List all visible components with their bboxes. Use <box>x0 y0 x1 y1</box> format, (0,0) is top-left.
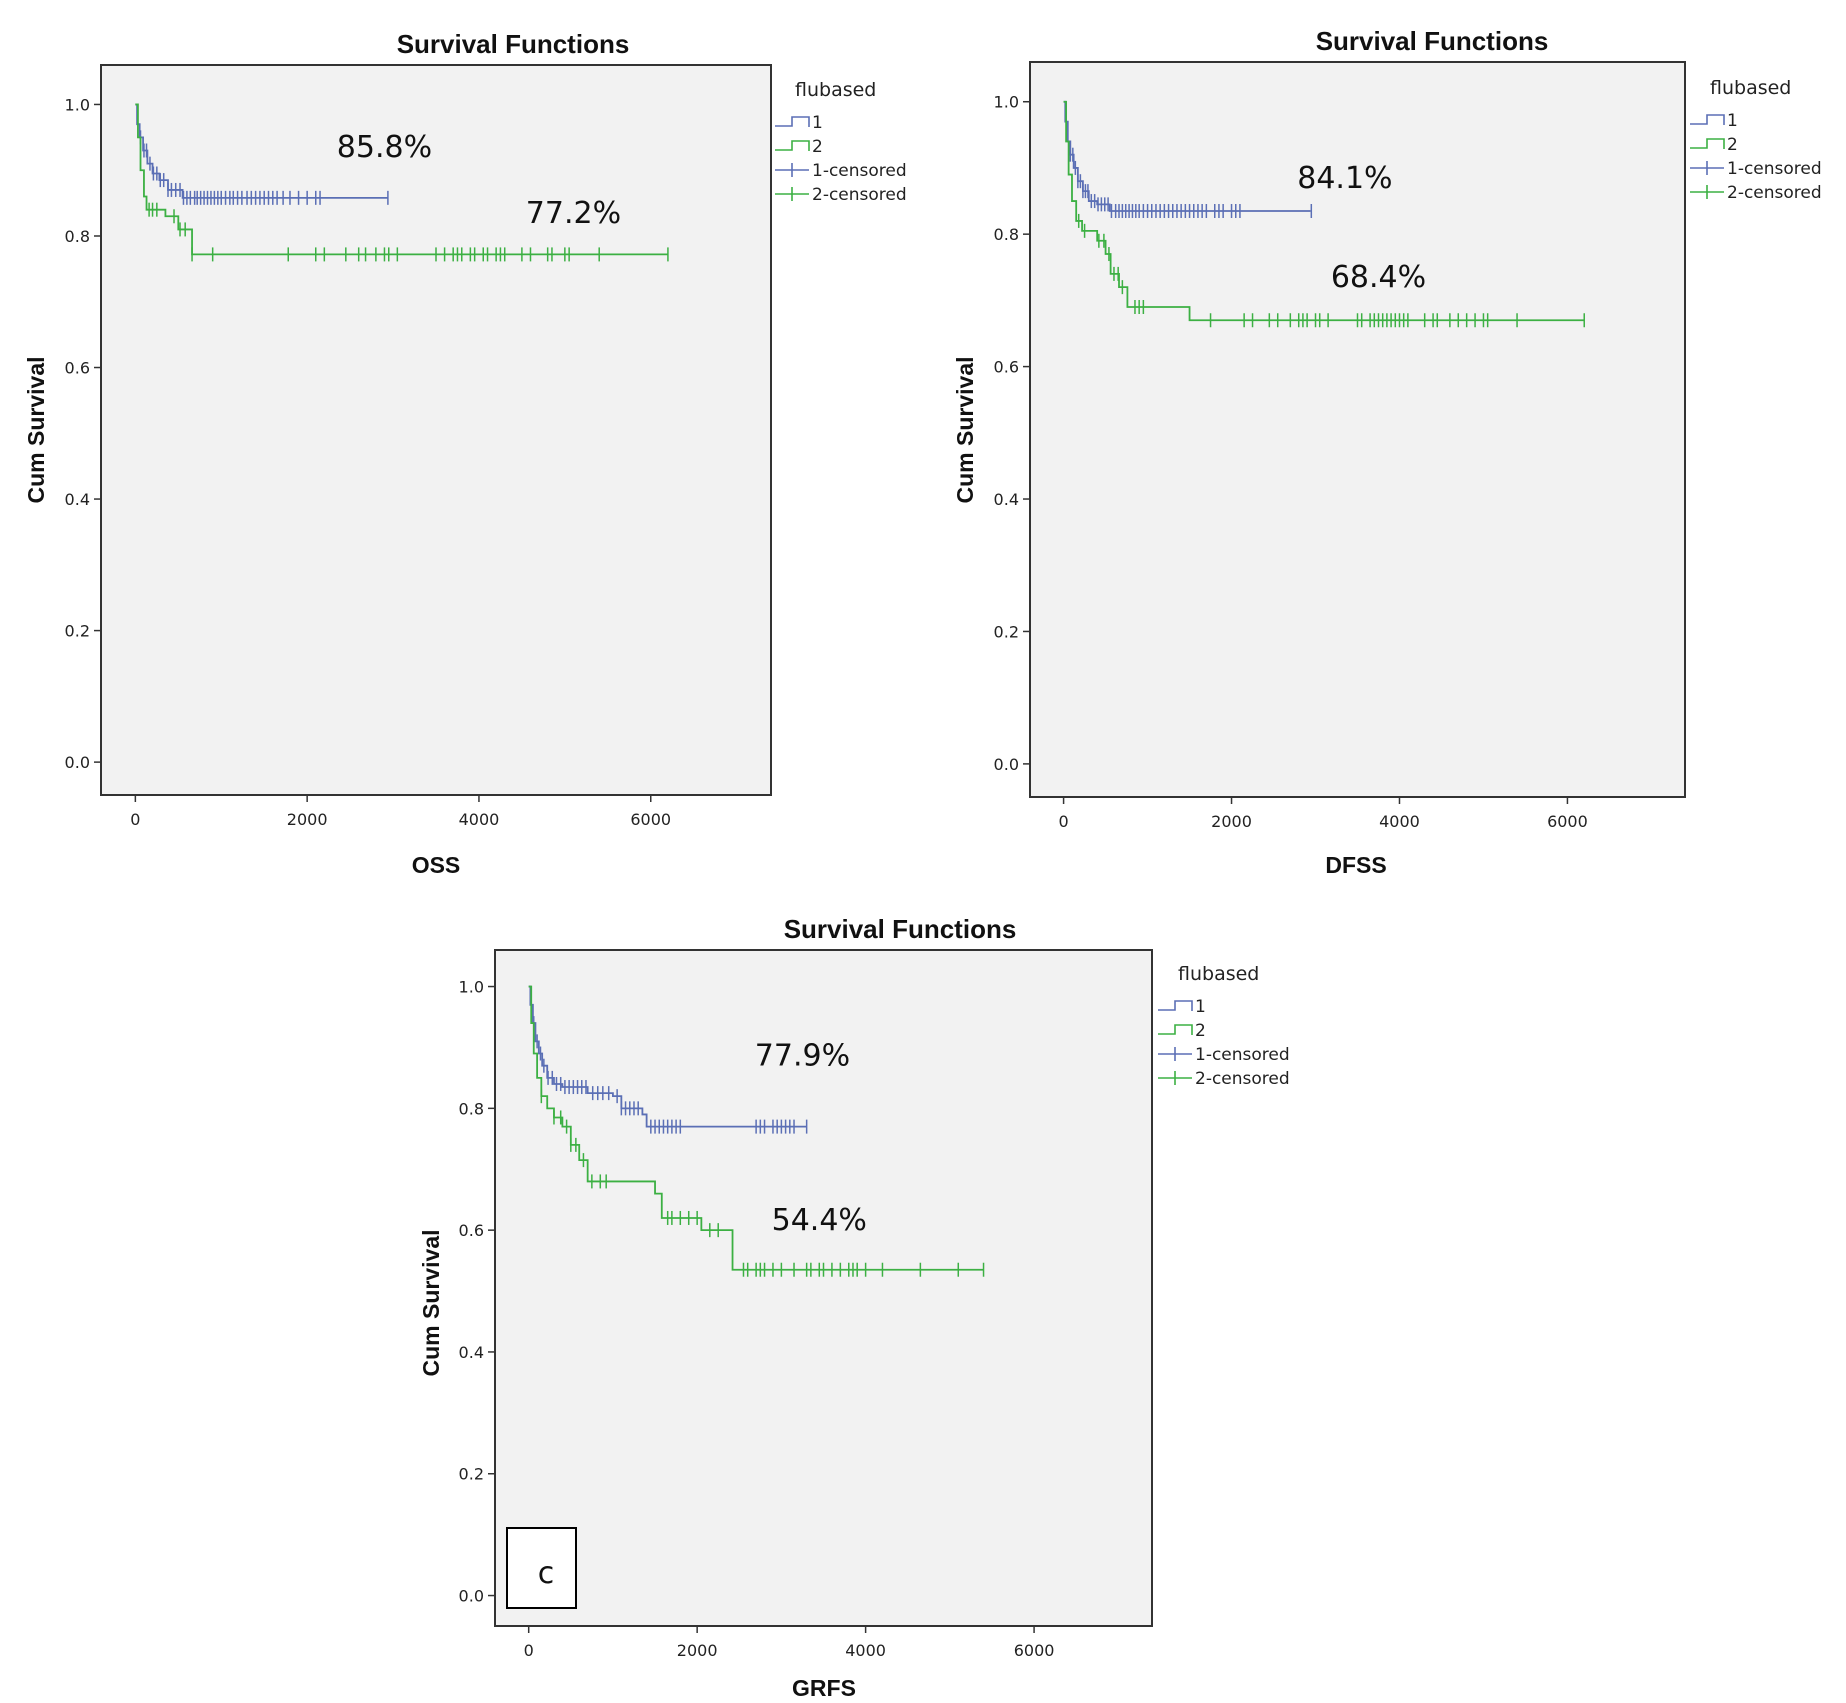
chart-title: Survival Functions <box>784 914 1017 944</box>
legend-entry-label: 2 <box>812 137 823 157</box>
x-tick-label: 4000 <box>459 810 500 829</box>
x-axis-label: GRFS <box>792 1675 856 1701</box>
legend-entry-label: 1 <box>812 113 823 133</box>
y-tick-label: 0.8 <box>65 227 90 246</box>
y-tick-label: 0.8 <box>459 1099 484 1118</box>
survival-percentage-annotation: 68.4% <box>1331 260 1426 295</box>
x-tick-label: 0 <box>130 810 140 829</box>
legend-entry-label: 2 <box>1195 1021 1206 1041</box>
legend-entry-label: 2-censored <box>1195 1069 1290 1089</box>
y-axis-label: Cum Survival <box>23 357 49 504</box>
y-tick-label: 0.8 <box>994 225 1019 244</box>
panel-letter: c <box>538 1556 555 1591</box>
x-tick-label: 6000 <box>1014 1641 1055 1660</box>
x-tick-label: 0 <box>1058 812 1068 831</box>
survival-panel-oss: Survival Functions 0.0 0.2 0.4 0.6 0.8 1.0 0 2… <box>23 29 907 878</box>
legend-entry-label: 1-censored <box>812 161 907 181</box>
y-tick-label: 0.0 <box>65 753 90 772</box>
legend-line-swatch <box>775 116 810 127</box>
survival-percentage-annotation: 77.9% <box>755 1039 850 1074</box>
legend-entry-label: 1-censored <box>1727 159 1822 179</box>
y-tick-label: 0.6 <box>65 359 90 378</box>
survival-percentage-annotation: 77.2% <box>526 196 621 231</box>
x-axis: 0 2000 4000 6000 <box>130 795 671 829</box>
chart-title: Survival Functions <box>397 29 630 59</box>
panel-letter-box <box>506 1527 577 1609</box>
survival-panel-dfss: Survival Functions 0.0 0.2 0.4 0.6 0.8 1.0 0 2… <box>952 26 1822 878</box>
x-tick-label: 2000 <box>287 810 328 829</box>
legend-line-swatch <box>1158 1024 1193 1035</box>
x-tick-label: 2000 <box>677 1641 718 1660</box>
y-tick-label: 1.0 <box>994 93 1019 112</box>
legend-line-swatch <box>1690 114 1725 125</box>
legend-title: flubased <box>795 79 876 101</box>
legend-line-swatch <box>775 140 810 151</box>
survival-percentage-annotation: 54.4% <box>772 1203 867 1238</box>
x-axis-label: OSS <box>412 852 461 878</box>
y-tick-label: 0.4 <box>994 490 1019 509</box>
x-tick-label: 0 <box>524 1641 534 1660</box>
plot-area <box>494 949 1153 1627</box>
x-tick-label: 6000 <box>1547 812 1588 831</box>
x-axis-label: DFSS <box>1325 852 1386 878</box>
series-layer <box>135 103 669 262</box>
legend-entry-label: 2-censored <box>1727 183 1822 203</box>
legend-title: flubased <box>1178 963 1259 985</box>
annotations: 84.1% 68.4% <box>1297 161 1426 295</box>
legend-entry-label: 1 <box>1195 997 1206 1017</box>
legend-line-swatch <box>1690 138 1725 149</box>
legend: flubased 1 2 1-censored 2-censored <box>1158 963 1290 1089</box>
y-tick-label: 0.2 <box>994 622 1019 641</box>
x-axis: 0 2000 4000 6000 <box>1058 797 1588 831</box>
y-axis-label: Cum Survival <box>952 357 978 504</box>
annotations: 85.8% 77.2% <box>337 130 621 231</box>
y-tick-label: 0.2 <box>459 1465 484 1484</box>
y-tick-label: 1.0 <box>459 978 484 997</box>
x-tick-label: 2000 <box>1211 812 1252 831</box>
series-layer <box>1063 100 1585 328</box>
plot-area <box>100 64 772 796</box>
y-tick-label: 0.2 <box>65 622 90 641</box>
y-axis: 0.0 0.2 0.4 0.6 0.8 1.0 <box>994 93 1030 774</box>
series-layer <box>528 985 985 1277</box>
y-axis: 0.0 0.2 0.4 0.6 0.8 1.0 <box>65 95 101 772</box>
chart-title: Survival Functions <box>1316 26 1549 56</box>
legend-entry-label: 2 <box>1727 135 1738 155</box>
x-axis: 0 2000 4000 6000 <box>524 1626 1055 1660</box>
y-tick-label: 1.0 <box>65 95 90 114</box>
y-tick-label: 0.6 <box>994 358 1019 377</box>
annotations: 77.9% 54.4% <box>755 1039 867 1238</box>
plot-area <box>1029 61 1686 798</box>
x-tick-label: 4000 <box>1379 812 1420 831</box>
x-tick-label: 4000 <box>845 1641 886 1660</box>
legend: flubased 1 2 1-censored 2-censored <box>1690 77 1822 203</box>
y-tick-label: 0.0 <box>459 1587 484 1606</box>
legend-entry-label: 1-censored <box>1195 1045 1290 1065</box>
legend-entry-label: 2-censored <box>812 185 907 205</box>
km-line-series-2 <box>1063 100 1585 322</box>
x-tick-label: 6000 <box>630 810 671 829</box>
y-tick-label: 0.0 <box>994 755 1019 774</box>
legend-line-swatch <box>1158 1000 1193 1011</box>
y-tick-label: 0.6 <box>459 1221 484 1240</box>
survival-panel-grfs: Survival Functions 0.0 0.2 0.4 0.6 0.8 1.0 0 2… <box>418 914 1290 1701</box>
legend-title: flubased <box>1710 77 1791 99</box>
y-tick-label: 0.4 <box>65 490 90 509</box>
y-tick-label: 0.4 <box>459 1343 484 1362</box>
legend-entry-label: 1 <box>1727 111 1738 131</box>
y-axis: 0.0 0.2 0.4 0.6 0.8 1.0 <box>459 978 495 1606</box>
survival-percentage-annotation: 85.8% <box>337 130 432 165</box>
legend: flubased 1 2 1-censored 2-censored <box>775 79 907 205</box>
y-axis-label: Cum Survival <box>418 1230 444 1377</box>
survival-percentage-annotation: 84.1% <box>1297 161 1392 196</box>
